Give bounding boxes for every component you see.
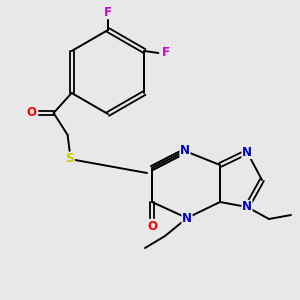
Text: N: N bbox=[182, 212, 192, 224]
Text: N: N bbox=[242, 200, 252, 214]
Text: F: F bbox=[162, 46, 170, 59]
Text: F: F bbox=[162, 46, 170, 59]
Text: S: S bbox=[65, 152, 74, 166]
Text: N: N bbox=[242, 146, 252, 158]
Text: O: O bbox=[147, 220, 157, 232]
Text: S: S bbox=[65, 152, 74, 166]
Text: O: O bbox=[27, 106, 37, 119]
Text: F: F bbox=[104, 5, 112, 19]
Text: F: F bbox=[104, 5, 112, 19]
Text: O: O bbox=[27, 106, 37, 119]
Text: O: O bbox=[147, 220, 157, 232]
Text: N: N bbox=[180, 145, 190, 158]
